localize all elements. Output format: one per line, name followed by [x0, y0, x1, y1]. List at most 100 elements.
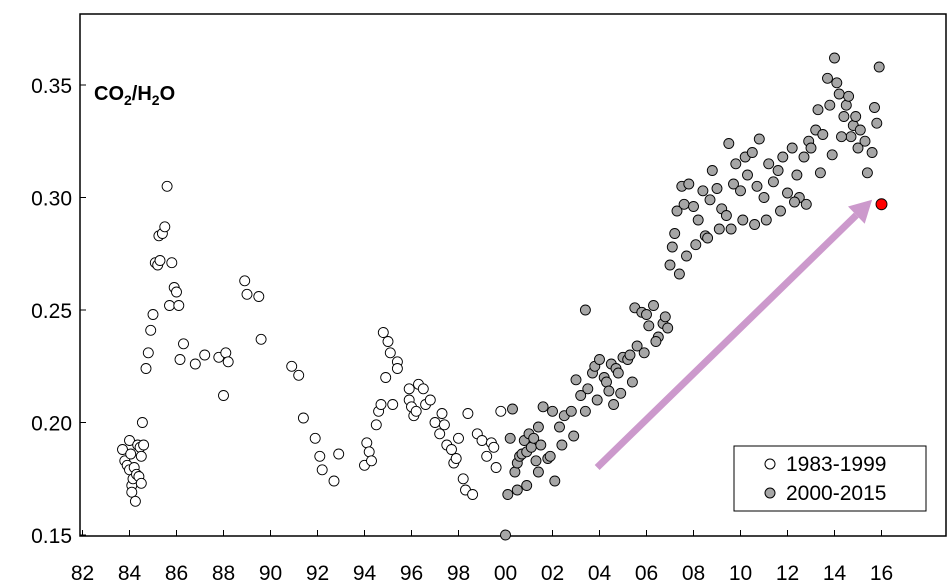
y-tick-label: 0.15 [31, 525, 72, 548]
data-point-2000-2015 [725, 223, 737, 235]
data-point-2000-2015 [767, 176, 779, 188]
data-point-2000-2015 [554, 421, 565, 433]
data-point-1983-1999 [135, 450, 147, 462]
data-point-2000-2015 [549, 475, 561, 487]
data-point-2000-2015 [582, 383, 594, 395]
data-point-2000-2015 [591, 394, 603, 406]
data-point-1983-1999 [129, 495, 141, 507]
data-point-1983-1999 [297, 412, 309, 424]
data-point-2000-2015 [547, 405, 558, 417]
data-point-2000-2015 [800, 198, 812, 210]
data-point-2000-2015 [608, 399, 620, 410]
data-point-1983-1999 [189, 358, 201, 370]
data-point-1983-1999 [178, 338, 189, 350]
data-point-1983-1999 [366, 455, 377, 467]
data-point-1983-1999 [147, 309, 159, 320]
data-point-1983-1999 [434, 428, 446, 440]
data-point-1983-1999 [161, 180, 173, 192]
y-tick-label: 0.25 [31, 300, 72, 323]
data-point-2000-2015 [843, 90, 855, 102]
data-point-1983-1999 [387, 399, 399, 410]
data-point-2000-2015 [603, 385, 615, 397]
data-point-1983-1999 [328, 475, 340, 487]
data-point-2000-2015 [850, 111, 862, 122]
data-point-1983-1999 [488, 441, 500, 453]
data-point-1983-1999 [135, 477, 147, 489]
data-point-1983-1999 [117, 444, 128, 455]
data-point-2000-2015 [789, 196, 800, 208]
data-point-2000-2015 [859, 135, 871, 147]
data-point-1983-1999 [453, 432, 464, 444]
data-point-1983-1999 [166, 257, 178, 269]
data-point-2000-2015 [869, 102, 880, 113]
data-point-2000-2015 [840, 99, 852, 111]
trend-arrow-shaft [594, 212, 859, 471]
y-tick-label: 0.35 [31, 75, 72, 98]
data-point-2000-2015 [579, 304, 591, 316]
data-point-2000-2015 [746, 147, 758, 158]
data-point-2000-2015 [664, 259, 676, 271]
data-point-1983-1999 [140, 363, 152, 374]
data-point-1983-1999 [467, 489, 479, 500]
data-point-1983-1999 [438, 419, 450, 431]
legend-box [733, 445, 927, 512]
data-point-1983-1999 [239, 275, 251, 287]
data-point-2000-2015 [671, 205, 683, 217]
data-point-1983-1999 [293, 369, 305, 381]
x-tick-label: 86 [165, 562, 188, 584]
data-point-1983-1999 [286, 360, 298, 372]
data-point-2000-2015 [532, 421, 544, 433]
data-point-2000-2015 [749, 219, 761, 230]
data-point-1983-1999 [403, 383, 415, 395]
data-point-2000-2015 [833, 88, 845, 100]
data-point-2000-2015 [812, 104, 824, 116]
x-tick-label: 96 [400, 562, 423, 584]
data-point-2000-2015 [688, 201, 699, 212]
data-point-2000-2015 [873, 61, 885, 73]
x-tick-label: 84 [118, 562, 142, 584]
data-point-2000-2015 [556, 439, 568, 451]
co2-h2o-annotation: CO2/H2O [94, 83, 175, 108]
data-point-2000-2015 [530, 455, 542, 467]
data-point-2000-2015 [502, 489, 514, 500]
data-point-2000-2015 [509, 466, 521, 478]
data-point-1983-1999 [391, 363, 403, 374]
data-point-2000-2015 [511, 484, 523, 496]
data-point-2000-2015 [650, 336, 662, 347]
data-point-2000-2015 [528, 432, 540, 444]
data-point-2000-2015 [692, 214, 704, 226]
data-point-2000-2015 [544, 450, 556, 462]
data-point-1983-1999 [380, 372, 392, 383]
data-point-2000-2015 [735, 185, 746, 197]
data-point-1983-1999 [462, 408, 474, 419]
data-point-2000-2015 [845, 131, 857, 143]
data-point-2000-2015 [829, 52, 840, 64]
data-point-2000-2015 [624, 349, 636, 361]
data-point-2000-2015 [626, 376, 638, 388]
data-point-1983-1999 [253, 291, 265, 302]
data-point-2000-2015 [723, 138, 735, 149]
data-point-1983-1999 [125, 448, 137, 460]
data-point-1983-1999 [138, 439, 150, 451]
data-point-2000-2015 [673, 268, 685, 280]
data-point-2000-2015 [507, 403, 518, 415]
data-point-2000-2015 [662, 322, 674, 334]
data-point-2000-2015 [615, 387, 627, 399]
data-point-2000-2015 [826, 149, 838, 161]
data-point-1983-1999 [476, 435, 488, 446]
data-point-2000-2015 [760, 214, 772, 226]
trend-arrow-head [848, 199, 873, 224]
data-point-1983-1999 [450, 453, 462, 464]
legend-marker-1983-1999 [764, 458, 776, 470]
y-tick-label: 0.30 [31, 188, 72, 211]
data-point-2000-2015 [683, 178, 695, 190]
data-point-1983-1999 [361, 437, 373, 449]
data-point-2000-2015 [659, 311, 671, 323]
x-tick-label: 14 [823, 562, 847, 584]
legend: 1983-1999 2000-2015 [733, 445, 927, 512]
highlight-point [875, 198, 888, 211]
data-point-2000-2015 [681, 250, 692, 262]
data-point-1983-1999 [490, 462, 502, 473]
data-point-1983-1999 [370, 419, 382, 431]
data-point-1983-1999 [255, 333, 267, 345]
